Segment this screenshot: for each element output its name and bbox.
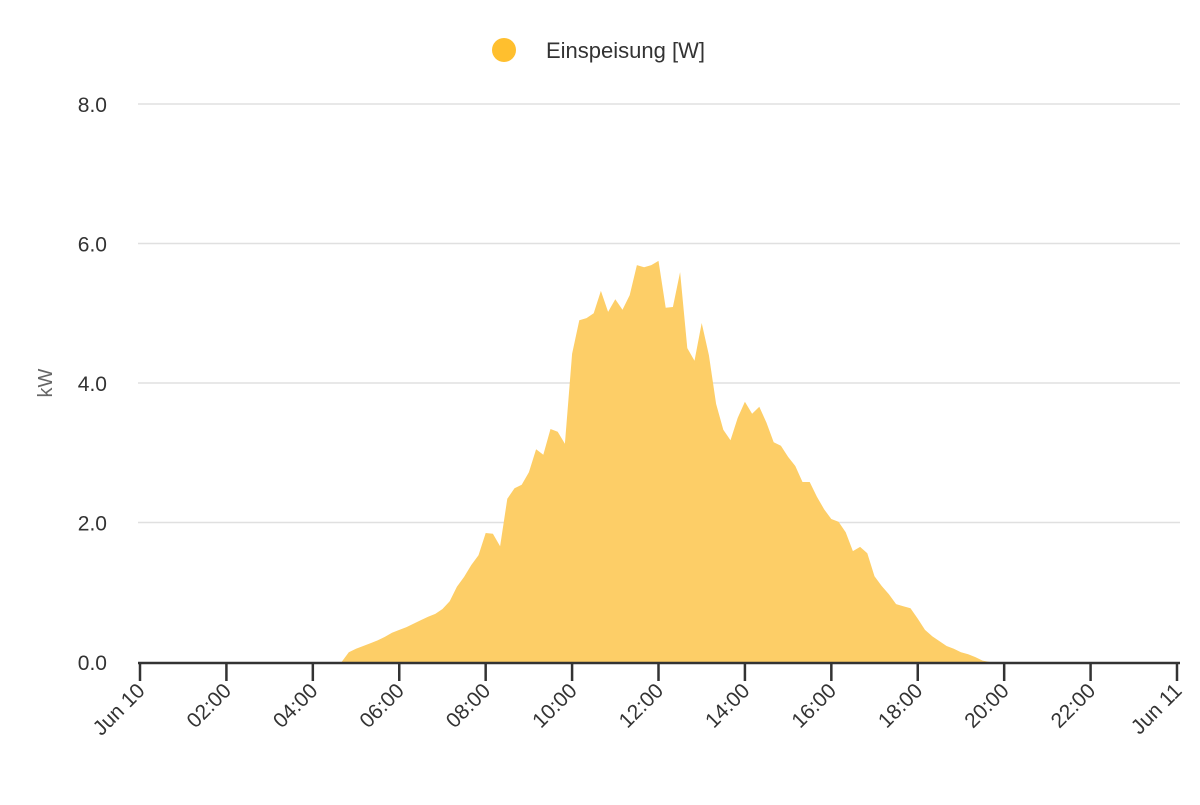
x-tick-label: 16:00 <box>787 679 840 732</box>
x-tick-label: 06:00 <box>355 679 408 732</box>
x-tick-label: 02:00 <box>183 679 236 732</box>
legend-label: Einspeisung [W] <box>546 38 705 63</box>
x-tick-label: 14:00 <box>701 679 754 732</box>
x-tick-label: 20:00 <box>960 679 1013 732</box>
x-tick-label: 22:00 <box>1047 679 1100 732</box>
x-tick-label: 04:00 <box>269 679 322 732</box>
y-tick-label: 6.0 <box>78 234 107 257</box>
x-axis-tick-labels: Jun 10 02:00 04:00 06:00 08:00 10:00 12:00 14:0… <box>89 679 1187 740</box>
y-tick-label: 8.0 <box>78 94 107 117</box>
x-tick-label: Jun 11 <box>1127 679 1187 739</box>
y-axis-label: kW <box>35 368 57 397</box>
x-tick-label: 08:00 <box>442 679 495 732</box>
y-axis-tick-labels: 0.0 2.0 4.0 6.0 8.0 <box>78 94 107 675</box>
legend-marker <box>492 38 516 62</box>
series-area <box>341 260 990 662</box>
x-tick-label: 18:00 <box>874 679 927 732</box>
y-tick-label: 2.0 <box>78 513 107 536</box>
y-tick-label: 0.0 <box>78 652 107 675</box>
series-area-layer <box>341 260 990 662</box>
x-tick-label: 10:00 <box>528 679 581 732</box>
legend[interactable]: Einspeisung [W] <box>492 38 705 63</box>
y-tick-label: 4.0 <box>78 373 107 396</box>
x-tick-label: 12:00 <box>615 679 668 732</box>
x-tick-label: Jun 10 <box>89 679 150 740</box>
x-axis <box>138 661 1180 681</box>
